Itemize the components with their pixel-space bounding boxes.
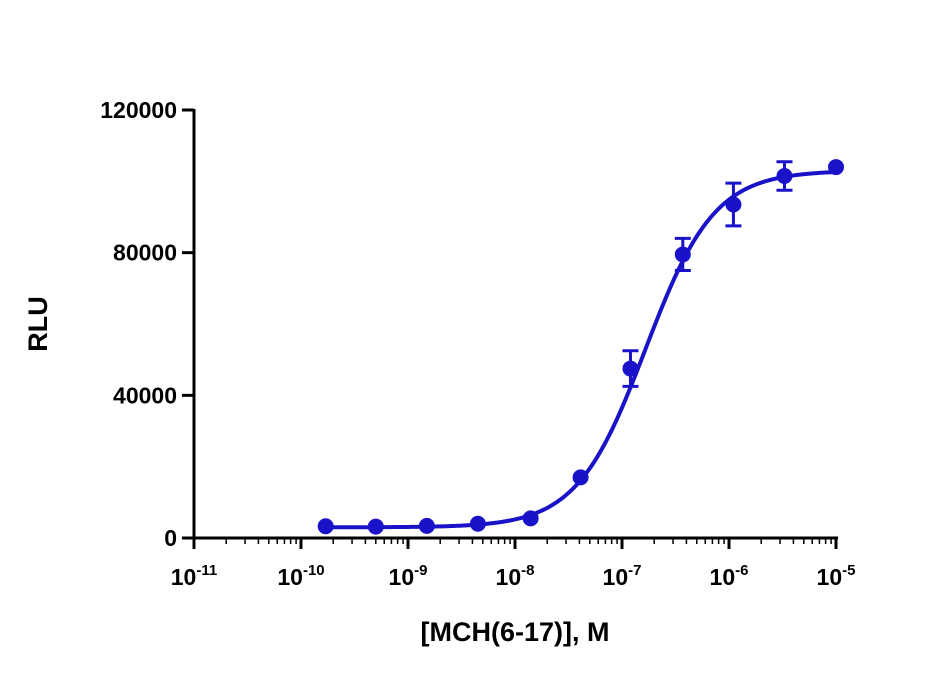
x-tick-label: 10-8 xyxy=(496,562,535,590)
y-tick-label: 0 xyxy=(164,525,177,551)
x-tick-label: 10-11 xyxy=(171,562,217,590)
x-tick-label: 10-9 xyxy=(389,562,428,590)
data-point xyxy=(572,469,589,486)
x-tick-label: 10-6 xyxy=(710,562,749,590)
x-tick-label: 10-7 xyxy=(603,562,642,590)
data-point xyxy=(674,246,691,263)
y-tick-label: 40000 xyxy=(113,382,177,408)
points-layer xyxy=(317,159,844,535)
data-point xyxy=(418,517,435,534)
y-tick-label: 120000 xyxy=(100,97,177,123)
data-point xyxy=(522,510,539,527)
data-point xyxy=(317,518,334,535)
data-point xyxy=(469,515,486,532)
data-point xyxy=(776,167,793,184)
x-tick-label: 10-10 xyxy=(277,562,324,590)
y-axis-title: RLU xyxy=(23,296,53,352)
data-point xyxy=(367,518,384,535)
x-tick-label: 10-5 xyxy=(817,562,856,590)
data-point xyxy=(725,196,742,213)
axes: 0 40000 80000 120000 10-11 10-10 10-9 10-8 10-7 1… xyxy=(100,97,855,590)
data-point xyxy=(828,159,844,176)
x-axis-title: [MCH(6-17)], M xyxy=(421,617,610,647)
y-tick-label: 80000 xyxy=(113,240,177,266)
data-point xyxy=(622,360,639,377)
